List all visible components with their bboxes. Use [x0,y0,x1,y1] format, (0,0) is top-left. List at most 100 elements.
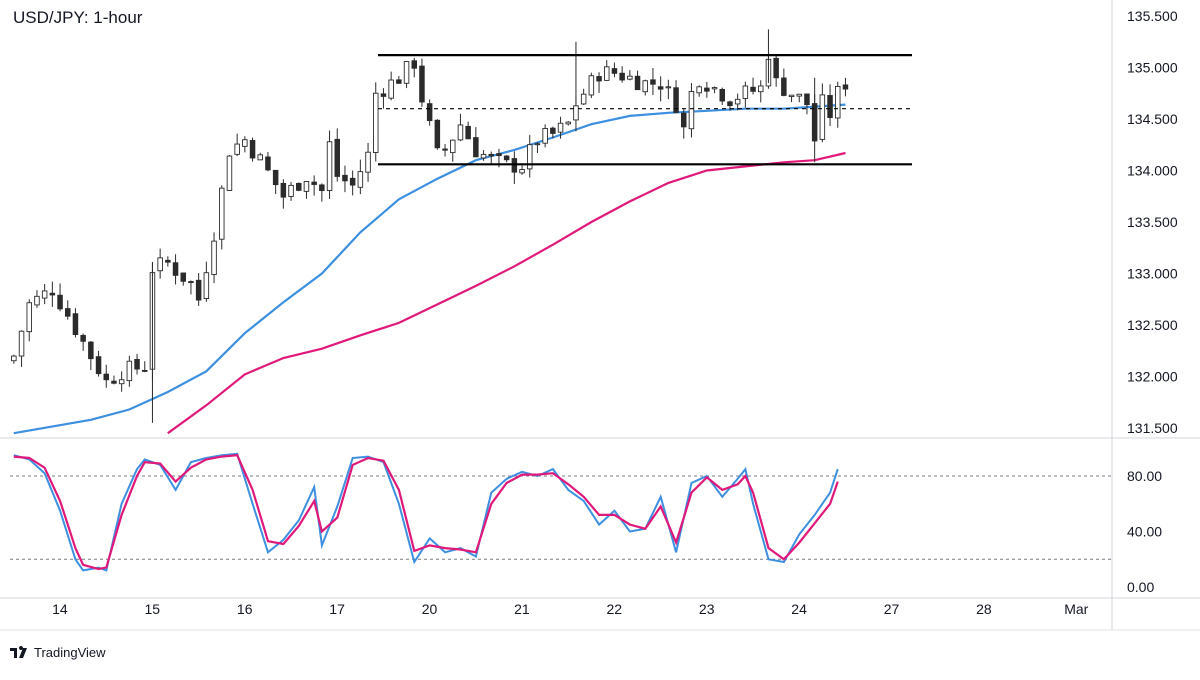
candle[interactable] [319,183,325,202]
candle[interactable] [303,181,310,199]
candle[interactable] [681,109,687,139]
candle[interactable] [34,290,40,308]
candle[interactable] [534,142,541,154]
candle[interactable] [434,119,441,150]
candle[interactable] [465,121,471,140]
candle[interactable] [218,185,225,250]
candle[interactable] [64,300,71,320]
candle[interactable] [611,62,618,78]
candle[interactable] [95,350,102,377]
candle[interactable] [442,144,448,157]
candle[interactable] [742,81,749,108]
candle[interactable] [480,150,487,161]
candle[interactable] [819,83,826,143]
candle[interactable] [727,100,733,111]
candle[interactable] [265,151,271,172]
candle[interactable] [588,72,595,98]
candle[interactable] [519,165,525,175]
candle[interactable] [796,93,803,103]
candle[interactable] [657,76,664,102]
candle[interactable] [842,77,849,97]
candle[interactable] [257,152,264,161]
candle[interactable] [650,67,656,96]
candle[interactable] [704,81,710,98]
candle[interactable] [365,142,371,182]
candle[interactable] [280,179,287,209]
candle[interactable] [157,248,163,279]
candle[interactable] [334,128,341,182]
candle[interactable] [827,84,833,127]
candle[interactable] [426,99,433,126]
candle[interactable] [134,353,140,375]
candle[interactable] [296,182,302,192]
candle[interactable] [719,87,726,106]
candle[interactable] [634,70,641,91]
candle[interactable] [18,330,25,367]
candle[interactable] [111,375,117,385]
candle[interactable] [103,364,109,388]
candle[interactable] [503,154,510,163]
candle[interactable] [242,136,248,153]
candle[interactable] [557,116,564,139]
candle[interactable] [604,60,610,82]
candle[interactable] [788,94,795,103]
candle[interactable] [249,137,256,162]
candle[interactable] [211,232,217,284]
candle[interactable] [457,113,464,142]
candle[interactable] [72,308,79,338]
candle[interactable] [411,57,418,78]
candle[interactable] [373,82,379,162]
candle[interactable] [203,261,210,302]
candle[interactable] [419,58,425,107]
candle[interactable] [180,272,186,286]
tradingview-logo[interactable]: TradingView [10,645,106,660]
candle[interactable] [88,341,94,371]
candle[interactable] [188,280,194,295]
candle[interactable] [450,139,456,162]
candle[interactable] [57,283,63,312]
candle[interactable] [172,254,179,285]
candle[interactable] [627,70,633,81]
candle[interactable] [750,77,756,95]
candle[interactable] [49,281,56,307]
candle[interactable] [165,256,171,267]
candle[interactable] [688,83,695,138]
candle[interactable] [11,354,17,364]
candle[interactable] [665,79,672,100]
candle[interactable] [234,133,240,157]
candle[interactable] [527,134,533,178]
candle[interactable] [126,355,133,387]
candle[interactable] [380,88,387,109]
candle[interactable] [272,169,279,194]
candle[interactable] [565,121,572,126]
candle[interactable] [673,80,679,114]
candle[interactable] [596,72,602,94]
candle[interactable] [388,71,394,101]
candle[interactable] [758,80,764,103]
candle[interactable] [288,182,294,201]
candle[interactable] [118,371,125,392]
candle[interactable] [41,283,48,305]
candle[interactable] [550,126,556,139]
candle[interactable] [311,175,317,196]
candle[interactable] [226,155,233,191]
candle[interactable] [357,159,364,195]
candle[interactable] [195,273,202,306]
candle[interactable] [80,333,86,351]
candle[interactable] [781,68,787,97]
candle[interactable] [403,61,410,89]
candle[interactable] [642,79,649,96]
candle[interactable] [473,127,479,158]
candle[interactable] [542,124,548,148]
candle[interactable] [141,361,148,373]
candle[interactable] [835,81,841,128]
candle[interactable] [349,170,356,196]
candle[interactable] [696,85,702,97]
candle[interactable] [26,299,33,342]
candle[interactable] [711,86,718,94]
candle[interactable] [773,55,779,87]
candle[interactable] [580,88,587,106]
candle[interactable] [396,75,402,84]
